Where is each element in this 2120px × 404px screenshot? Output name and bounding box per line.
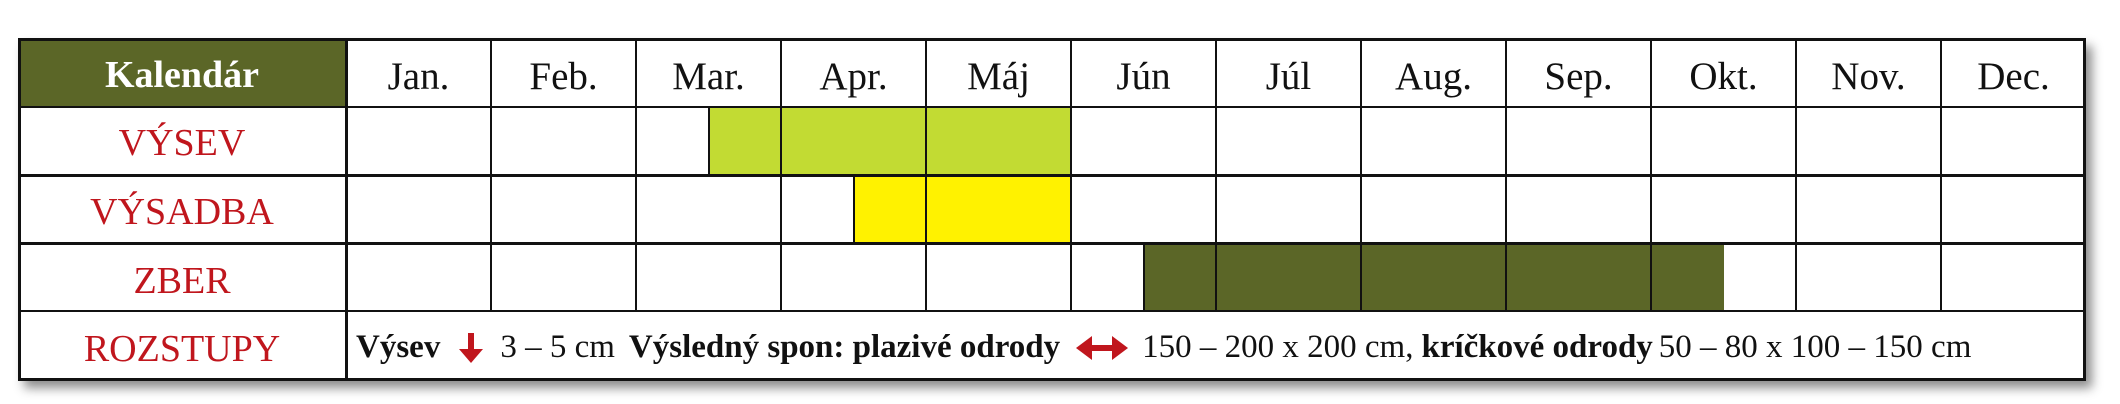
row-divider-4 — [18, 310, 2086, 312]
label-column-divider — [345, 38, 348, 380]
row-divider-1 — [18, 106, 2086, 108]
arrow-left-right-icon — [1076, 335, 1129, 360]
spacing-info: Výsev 3 – 5 cm Výsledný spon: plazivé od… — [356, 311, 2082, 380]
month-divider-1 — [490, 38, 492, 310]
sow-value: 3 – 5 cm — [500, 329, 615, 365]
bar-start-edge-3 — [1142, 244, 1145, 311]
month-divider-5 — [1070, 38, 1072, 310]
border-bottom — [18, 378, 2086, 381]
month-divider-3 — [780, 38, 782, 310]
row-label-2: VÝSADBA — [90, 191, 274, 233]
month-header-4: Apr. — [819, 54, 888, 98]
month-divider-6 — [1215, 38, 1217, 310]
arrow-down-icon — [459, 332, 484, 363]
month-divider-9 — [1650, 38, 1652, 310]
bush-title: kríčkové odrody — [1421, 329, 1653, 365]
month-divider-4 — [925, 38, 927, 310]
month-header-12: Dec. — [1977, 54, 2050, 98]
bar-start-edge-1 — [707, 106, 710, 174]
month-header-5: Máj — [967, 54, 1030, 98]
activity-bar-1 — [708, 106, 1071, 174]
row-divider-2 — [18, 174, 2086, 177]
planting-calendar: Kalendár Jan. Feb. Mar. Apr. Máj Jún Júl Aug. Se… — [18, 38, 2086, 381]
month-divider-8 — [1505, 38, 1507, 310]
row-label-1: VÝSEV — [118, 122, 246, 164]
month-divider-2 — [635, 38, 637, 310]
row-label-3: ZBER — [133, 259, 231, 302]
month-header-10: Okt. — [1689, 54, 1758, 98]
spacing-value: 150 – 200 x 200 cm, — [1142, 329, 1414, 365]
month-divider-7 — [1360, 38, 1362, 310]
bush-value: 50 – 80 x 100 – 150 cm — [1658, 329, 1972, 365]
month-header-6: Jún — [1116, 54, 1171, 98]
bar-start-edge-2 — [852, 176, 855, 242]
sow-title: Výsev — [356, 329, 441, 365]
spacing-title: Výsledný spon: plazivé odrody — [628, 329, 1061, 365]
row-divider-3 — [18, 242, 2086, 245]
month-header-3: Mar. — [672, 54, 745, 98]
calendar-title: Kalendár — [18, 38, 346, 106]
month-header-8: Aug. — [1395, 54, 1472, 98]
activity-bar-2 — [853, 176, 1071, 242]
month-header-9: Sep. — [1544, 54, 1613, 98]
month-header-1: Jan. — [387, 54, 450, 98]
border-top — [18, 38, 2086, 41]
border-right — [2083, 38, 2086, 380]
activity-bar-3 — [1143, 244, 1724, 311]
border-left — [18, 38, 21, 380]
month-header-11: Nov. — [1831, 54, 1906, 98]
month-header-7: Júl — [1265, 54, 1312, 98]
month-header-2: Feb. — [529, 54, 598, 98]
month-divider-11 — [1940, 38, 1942, 310]
row-label-spacing: ROZSTUPY — [83, 327, 281, 370]
month-divider-10 — [1795, 38, 1797, 310]
